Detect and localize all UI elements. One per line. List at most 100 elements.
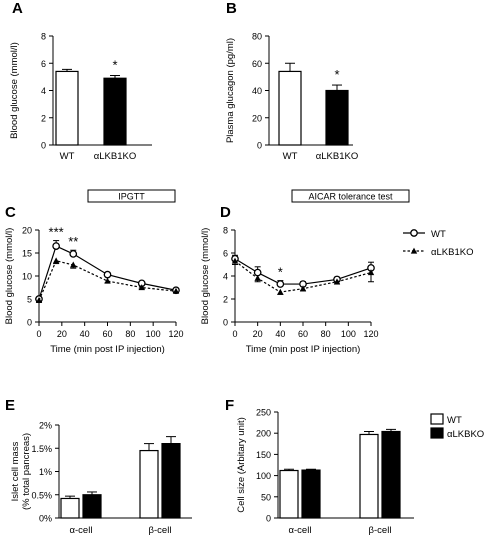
- panel-c-title-box: [87, 189, 176, 203]
- panel-label-f: F: [225, 397, 234, 414]
- panel-f-y-tick-label: 100: [256, 471, 271, 481]
- panel-label-e: E: [5, 397, 15, 414]
- panel-e-y-tick-label: 1%: [39, 467, 52, 477]
- panel-c-point-ko: [104, 277, 111, 284]
- panel-e-y-tick-label: 0.5%: [31, 490, 52, 500]
- panel-c-significance: ***: [49, 225, 64, 240]
- panel-b-category-label: αLKB1KO: [316, 151, 358, 162]
- panel-b-bar: [325, 89, 349, 146]
- panel-c-point-ko: [35, 296, 43, 303]
- panel-d-point-wt: [253, 268, 262, 277]
- panel-label-c: C: [5, 204, 16, 221]
- panel-f-bar: [359, 433, 379, 519]
- panel-c-point-wt: [69, 250, 78, 258]
- panel-d-significance: *: [278, 265, 283, 280]
- panel-c-point-ko: [70, 261, 77, 268]
- panel-d-point-ko: [277, 288, 284, 295]
- panel-d-x-tick-label: 20: [253, 329, 263, 339]
- panel-b-category-label: WT: [283, 151, 298, 162]
- panel-b-y-tick-label: 60: [252, 59, 262, 69]
- panel-d-y-tick-label: 6: [223, 249, 228, 259]
- panel-b-y-tick-label: 40: [252, 86, 262, 96]
- panel-c-y-tick-label: 5: [27, 295, 32, 305]
- panel-f-y-tick-label: 150: [256, 450, 271, 460]
- panel-b-y-axis-label: Plasma glucagon (pg/ml): [225, 38, 236, 143]
- panel-e-category-label: α-cell: [70, 525, 93, 536]
- panel-a-category-label: αLKB1KO: [94, 151, 136, 162]
- panel-c-x-tick-label: 0: [36, 329, 41, 339]
- panel-c-y-tick-label: 20: [22, 226, 32, 236]
- panel-e-y-axis-label: (% total pancreas): [21, 433, 32, 510]
- panel-f-y-axis-label: Cell size (Arbitary unit): [236, 417, 247, 513]
- panel-a-bar: [55, 70, 79, 146]
- panel-e-y-tick-label: 0%: [39, 514, 52, 524]
- panel-f-category-label: β-cell: [369, 525, 392, 536]
- panel-d-y-axis-label: Blood glucose (mmol/l): [200, 228, 211, 325]
- panel-a-y-tick-label: 4: [41, 86, 46, 96]
- panel-d-point-ko: [299, 285, 307, 292]
- panel-d-point-ko: [231, 257, 239, 264]
- panel-c-x-tick-label: 20: [57, 329, 67, 339]
- panel-c-y-tick-label: 10: [22, 272, 32, 282]
- panel-b-y-tick-label: 80: [252, 32, 262, 42]
- panel-c-significance: **: [68, 234, 78, 249]
- panel-e-y-axis-label: Islet cell mass: [10, 441, 21, 501]
- panel-e-bar: [60, 497, 80, 519]
- panel-d-point-ko: [254, 274, 261, 281]
- panel-c-point-ko: [52, 257, 60, 264]
- panel-e-category-label: β-cell: [149, 525, 172, 536]
- panel-a-category-label: WT: [60, 151, 75, 162]
- panel-a-y-tick-label: 2: [41, 113, 46, 123]
- panel-e-y-tick-label: 2%: [39, 421, 52, 431]
- panel-e-bar: [82, 494, 102, 519]
- panel-c-point-wt: [103, 270, 112, 279]
- panel-c-x-tick-label: 80: [125, 329, 135, 339]
- panel-d-x-axis-label: Time (min post IP injection): [246, 344, 361, 355]
- panel-a-y-tick-label: 8: [41, 32, 46, 42]
- panel-a-y-tick-label: 6: [41, 59, 46, 69]
- legend-ef-wt-label: WT: [447, 415, 462, 426]
- panel-d-series-line: [234, 258, 372, 285]
- panel-f-bar: [301, 469, 321, 519]
- panel-c-title: IPGTT: [118, 192, 145, 202]
- panel-e-y-tick-label: 1.5%: [31, 444, 52, 454]
- legend-cd-ko-marker: [410, 247, 418, 254]
- panel-d-y-tick-label: 8: [223, 226, 228, 236]
- panel-b-significance: *: [334, 67, 339, 82]
- panel-b-y-tick-label: 0: [257, 141, 262, 151]
- panel-d-point-ko: [367, 269, 375, 276]
- legend-ef-wt-swatch: [430, 413, 444, 425]
- panel-d-x-tick-label: 80: [321, 329, 331, 339]
- panel-f-bar: [381, 430, 401, 519]
- panel-e-bar: [161, 443, 181, 519]
- panel-d-y-tick-label: 0: [223, 318, 228, 328]
- panel-f-y-tick-label: 0: [266, 514, 271, 524]
- panel-d-y-tick-label: 4: [223, 272, 228, 282]
- panel-d-x-tick-label: 0: [232, 329, 237, 339]
- panel-b-bar: [278, 70, 302, 146]
- panel-d-series-line: [234, 260, 372, 293]
- legend-cd-wt-marker: [410, 229, 418, 237]
- panel-d-title: AICAR tolerance test: [308, 192, 393, 202]
- panel-label-d: D: [220, 204, 231, 221]
- panel-c-series-line: [38, 245, 177, 300]
- panel-d-x-tick-label: 60: [298, 329, 308, 339]
- panel-c-x-tick-label: 100: [146, 329, 161, 339]
- panel-f-y-tick-label: 250: [256, 408, 271, 418]
- panel-d-y-tick-label: 2: [223, 295, 228, 305]
- panel-c-y-tick-label: 15: [22, 249, 32, 259]
- panel-d-x-tick-label: 100: [341, 329, 356, 339]
- panel-label-a: A: [12, 0, 23, 17]
- panel-a-y-axis-label: Blood glucose (mmol/l): [9, 42, 20, 139]
- panel-label-b: B: [226, 0, 237, 17]
- legend-ef-ko-swatch: [430, 427, 444, 439]
- panel-c-x-tick-label: 40: [80, 329, 90, 339]
- panel-f-y-tick-label: 200: [256, 429, 271, 439]
- panel-d-x-tick-label: 120: [363, 329, 378, 339]
- panel-d-point-ko: [333, 278, 341, 285]
- panel-f-y-tick-label: 50: [261, 492, 271, 502]
- panel-f-bar: [279, 469, 299, 519]
- legend-ef-ko-label: αLKBKO: [447, 429, 484, 440]
- legend-cd-ko-label: αLKB1KO: [431, 247, 473, 258]
